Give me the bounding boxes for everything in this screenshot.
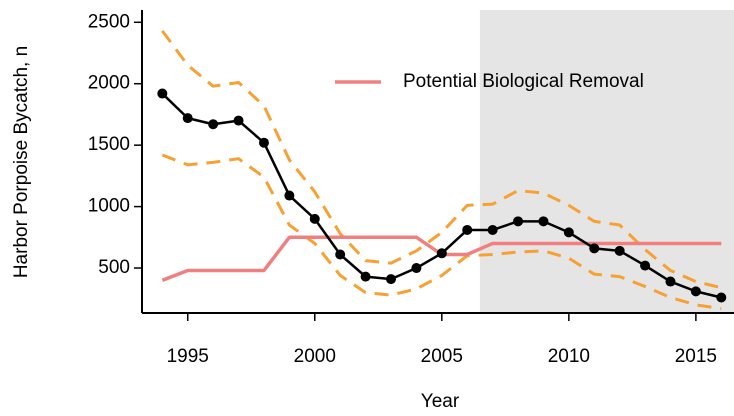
shaded-region [479,10,734,313]
data-point [258,137,269,148]
y-tick-label: 2500 [88,11,130,32]
data-point [462,224,473,235]
data-point [157,88,168,99]
y-tick-label: 1000 [88,196,130,217]
x-tick-label: 1995 [167,346,209,367]
data-point [640,260,651,271]
data-point [385,274,396,285]
data-point [589,243,600,254]
data-point [360,271,371,282]
data-point [513,216,524,227]
data-point [665,276,676,287]
data-point [538,216,549,227]
x-axis-label: Year [421,391,460,412]
y-tick-label: 500 [98,257,130,278]
y-tick-label: 2000 [88,73,130,94]
x-tick-label: 2000 [294,346,336,367]
data-point [411,263,422,274]
data-point [487,224,498,235]
x-tick-label: 2015 [675,346,717,367]
data-point [208,119,219,130]
data-point [690,286,701,297]
data-point [563,227,574,238]
interval-line [161,153,722,311]
data-point [182,113,193,124]
data-point [335,249,346,260]
data-point [284,190,295,201]
y-axis-label: Harbor Porpoise Bycatch, n [11,46,32,278]
x-tick-label: 2010 [548,346,590,367]
y-tick-label: 1500 [88,134,130,155]
data-point [716,292,727,303]
interval-line [161,29,722,290]
data-point [233,115,244,126]
data-point [614,245,625,256]
legend-label: Potential Biological Removal [403,71,644,92]
data-point [436,248,447,259]
data-point [309,213,320,224]
x-tick-label: 2005 [421,346,463,367]
